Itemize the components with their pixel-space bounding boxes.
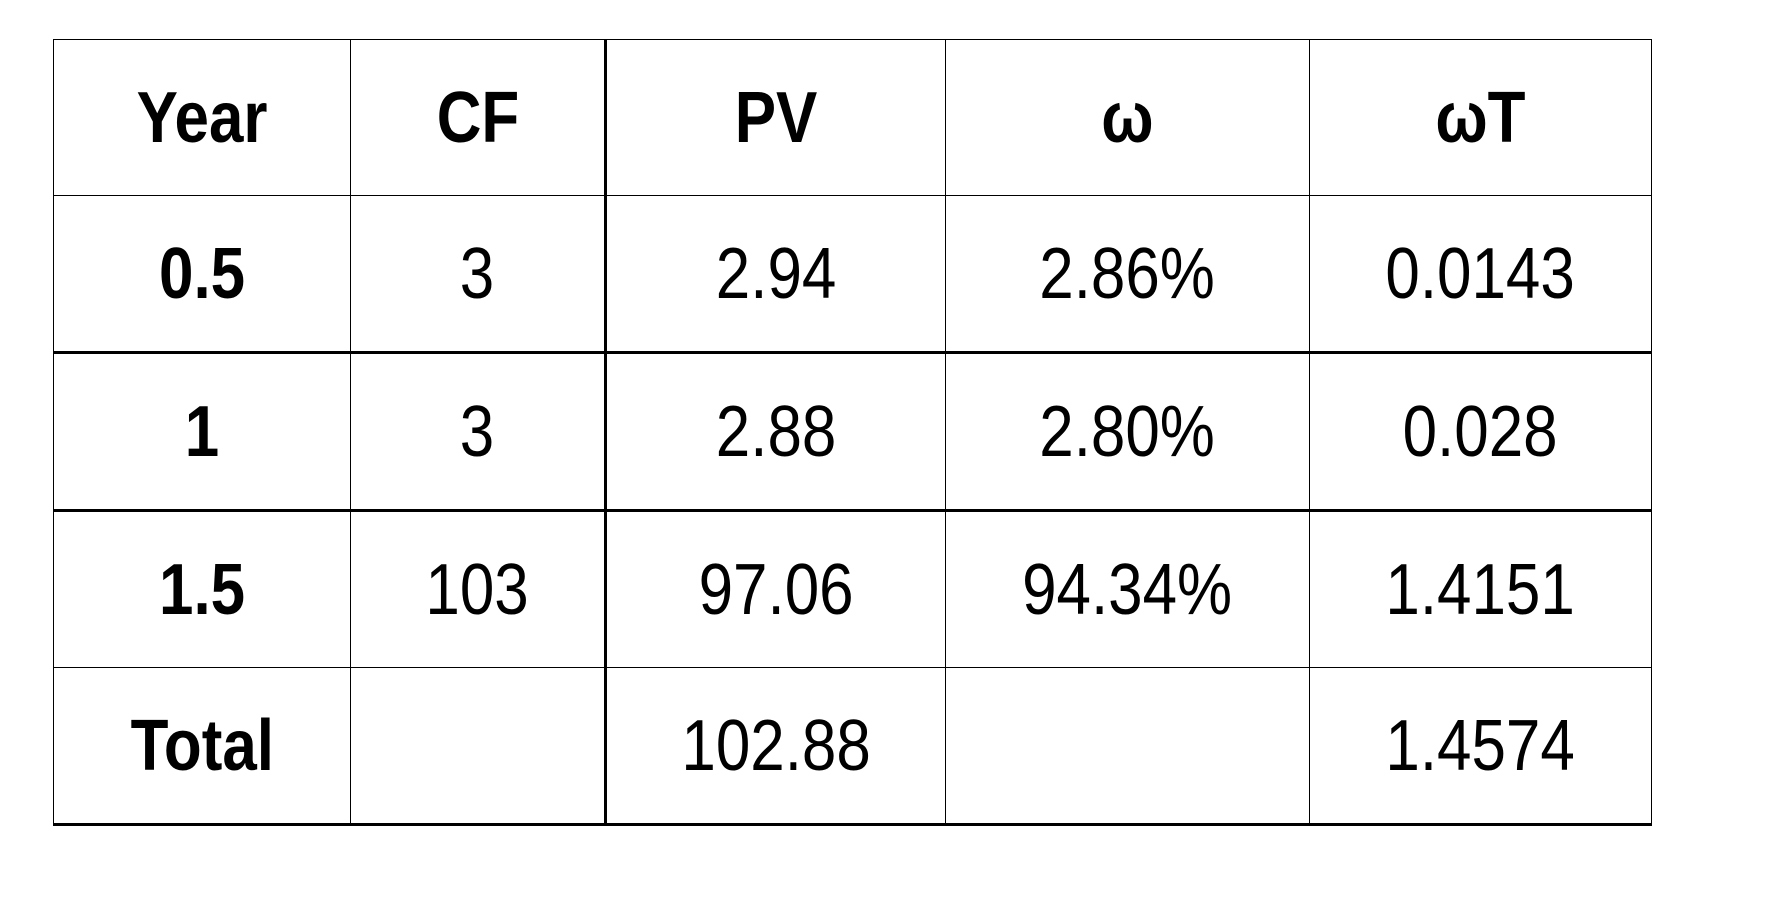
cell-omega-t: 1.4151 <box>1309 509 1652 668</box>
cell-pv: 2.88 <box>604 351 946 511</box>
header-row: Year CF PV ω ωT <box>53 39 1652 196</box>
duration-table-container: Year CF PV ω ωT 0.5 3 2.94 2.86% 0.0143 … <box>53 39 1652 826</box>
cell-cf: 103 <box>350 509 606 668</box>
cell-year: 1.5 <box>53 509 351 668</box>
cell-omega: 2.80% <box>945 351 1310 511</box>
cell-pv: 2.94 <box>604 195 946 353</box>
cell-pv: 97.06 <box>604 509 946 668</box>
cell-total-omega-t: 1.4574 <box>1309 667 1652 826</box>
header-omega: ω <box>945 39 1310 196</box>
cell-omega: 2.86% <box>945 195 1310 353</box>
cell-omega-t: 0.0143 <box>1309 195 1652 353</box>
duration-table: Year CF PV ω ωT 0.5 3 2.94 2.86% 0.0143 … <box>53 39 1652 826</box>
cell-cf <box>350 667 606 826</box>
total-row: Total 102.88 1.4574 <box>53 667 1652 826</box>
table-row: 1.5 103 97.06 94.34% 1.4151 <box>53 509 1652 668</box>
cell-year: 1 <box>53 351 351 511</box>
cell-year: 0.5 <box>53 195 351 353</box>
cell-omega-t: 0.028 <box>1309 351 1652 511</box>
cell-total-label: Total <box>53 667 351 826</box>
header-cf: CF <box>350 39 606 196</box>
cell-omega: 94.34% <box>945 509 1310 668</box>
cell-cf: 3 <box>350 195 606 353</box>
header-omega-t: ωT <box>1309 39 1652 196</box>
header-year: Year <box>53 39 351 196</box>
cell-cf: 3 <box>350 351 606 511</box>
table-row: 1 3 2.88 2.80% 0.028 <box>53 351 1652 511</box>
header-pv: PV <box>604 39 946 196</box>
table-row: 0.5 3 2.94 2.86% 0.0143 <box>53 195 1652 353</box>
cell-total-pv: 102.88 <box>604 667 946 826</box>
cell-omega <box>945 667 1310 826</box>
